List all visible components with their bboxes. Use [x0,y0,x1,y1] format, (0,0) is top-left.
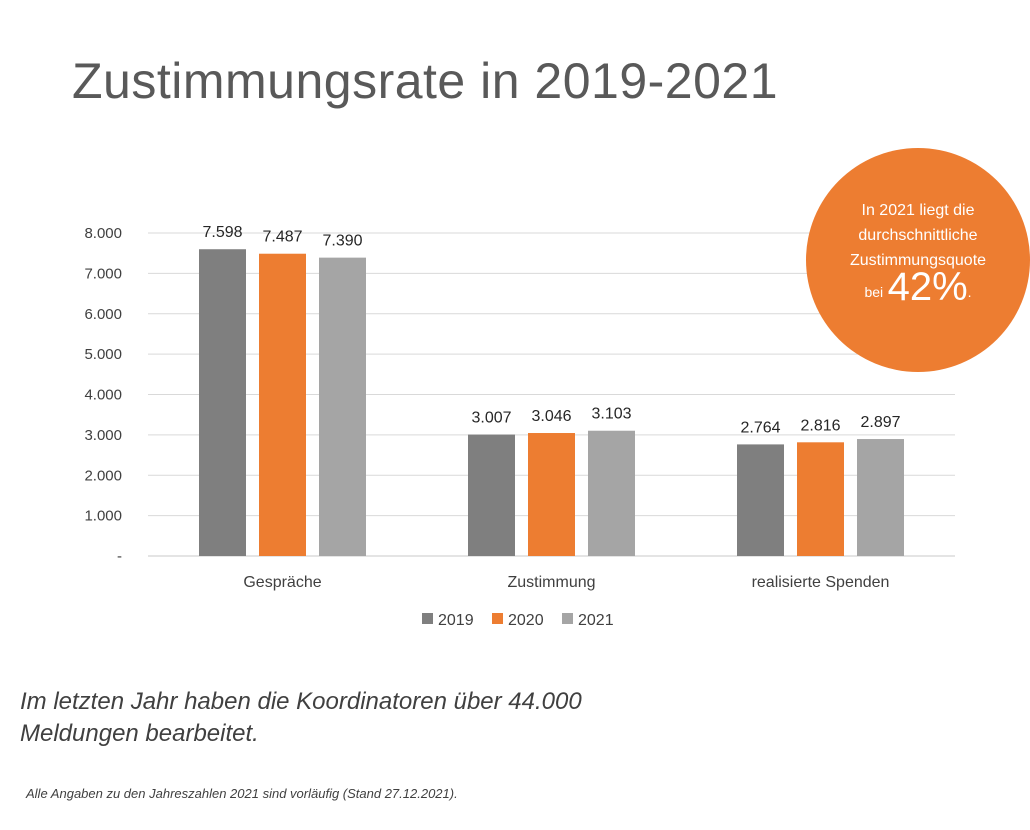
legend-label: 2021 [578,612,614,629]
bar [319,257,366,556]
callout-line-2: durchschnittliche [858,227,978,244]
legend-swatch [562,613,573,624]
callout-percent-line: bei 42%. [806,267,1030,307]
y-tick-label: 5.000 [84,346,122,363]
bar [528,433,575,556]
y-tick-label: 3.000 [84,427,122,444]
y-tick-label: 1.000 [84,508,122,525]
bar [797,442,844,556]
footnote-text: Alle Angaben zu den Jahreszahlen 2021 si… [26,786,458,801]
x-tick-label: Zustimmung [507,574,595,591]
y-tick-label: 4.000 [84,387,122,404]
callout-suffix: . [967,284,972,300]
bar [588,430,635,556]
y-tick-label: 8.000 [84,225,122,242]
legend-swatch [492,613,503,624]
bar [737,444,784,556]
bar [857,439,904,556]
callout-text: In 2021 liegt die durchschnittliche Zust… [806,198,1030,307]
y-tick-label: 7.000 [84,265,122,282]
note-text: Im letzten Jahr haben die Koordinatoren … [20,688,582,747]
data-label: 2.897 [860,414,900,431]
legend-label: 2020 [508,612,544,629]
legend-swatch [422,613,433,624]
bar [468,434,515,556]
data-label: 3.007 [471,410,511,427]
y-tick-label: 6.000 [84,306,122,323]
callout-prefix: bei [864,284,884,300]
y-tick-label: - [117,548,122,565]
callout-line-1: In 2021 liegt die [861,202,975,219]
bar-chart: - 1.000 2.000 3.000 4.000 5.000 6.000 7.000 8.00… [84,224,955,629]
data-label: 3.103 [591,406,631,423]
callout-line-3: Zustimmungsquote [849,252,987,269]
callout-bubble: In 2021 liegt die durchschnittliche Zust… [806,148,1030,372]
bar [199,249,246,556]
data-label: 2.816 [800,417,840,434]
x-tick-label: Gespräche [243,574,321,591]
data-label: 7.487 [262,229,302,246]
callout-percent: 42% [887,265,968,309]
y-tick-label: 2.000 [84,467,122,484]
legend-label: 2019 [438,612,474,629]
bar [259,253,306,556]
data-label: 7.390 [322,233,362,250]
page-title: Zustimmungsrate in 2019-2021 [72,53,779,109]
x-tick-label: realisierte Spenden [752,574,890,591]
data-label: 3.046 [531,408,571,425]
data-label: 2.764 [740,419,780,436]
data-label: 7.598 [202,224,242,241]
